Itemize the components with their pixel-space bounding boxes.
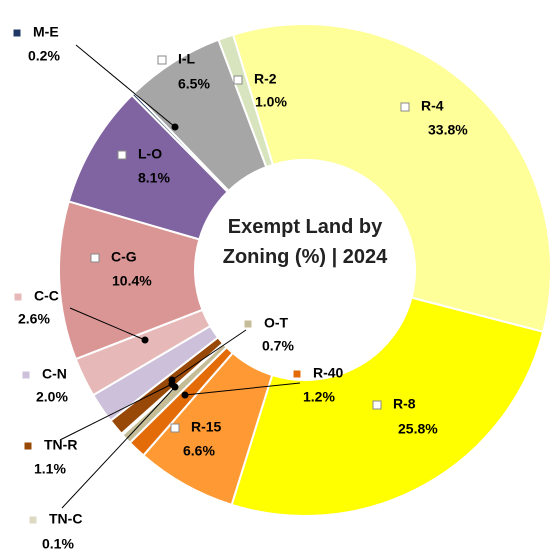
- legend-swatch: [292, 369, 302, 379]
- category-label: L-O: [138, 146, 162, 162]
- value-label: 1.1%: [34, 461, 66, 477]
- value-label: 1.2%: [303, 389, 335, 405]
- legend-swatch: [157, 55, 167, 65]
- legend-swatch: [243, 319, 253, 329]
- category-label: I-L: [178, 51, 196, 67]
- leader-line: [69, 307, 146, 341]
- value-label: 25.8%: [398, 421, 438, 437]
- category-label: R-8: [393, 396, 416, 412]
- legend-swatch: [170, 423, 180, 433]
- category-label: TN-R: [44, 437, 77, 453]
- donut-slice: [217, 33, 275, 169]
- leader-line: [75, 44, 176, 128]
- value-label: 0.7%: [262, 338, 294, 354]
- donut-slice: [230, 296, 545, 517]
- value-label: 8.1%: [138, 170, 170, 186]
- category-label: C-N: [42, 366, 67, 382]
- legend-swatch: [21, 370, 31, 380]
- leader-line: [61, 386, 176, 509]
- legend-swatch: [28, 515, 38, 525]
- category-label: R-2: [254, 71, 277, 87]
- value-label: 2.6%: [18, 311, 50, 327]
- category-label: C-G: [111, 249, 137, 265]
- leader-line: [59, 383, 173, 441]
- leader-dot: [181, 391, 189, 399]
- leader-line: [184, 382, 301, 396]
- value-label: 1.0%: [255, 94, 287, 110]
- category-label: O-T: [264, 315, 289, 331]
- category-label: R-40: [313, 365, 344, 381]
- value-label: 0.1%: [42, 536, 74, 552]
- chart-title: Exempt Land by Zoning (%) | 2024: [222, 216, 388, 268]
- leader-dot: [141, 336, 149, 344]
- donut-slice: [231, 23, 552, 334]
- value-label: 6.6%: [183, 443, 215, 459]
- value-label: 0.2%: [28, 48, 60, 64]
- legend-swatch: [233, 75, 243, 85]
- legend-swatch: [90, 253, 100, 263]
- category-label: C-C: [34, 288, 59, 304]
- leader-dot: [171, 123, 179, 131]
- value-label: 2.0%: [36, 389, 68, 405]
- legend-swatch: [23, 441, 33, 451]
- legend-swatch: [13, 292, 23, 302]
- legend-swatch: [117, 150, 127, 160]
- leader-dot: [168, 380, 176, 388]
- legend-swatch: [12, 28, 22, 38]
- value-label: 10.4%: [112, 273, 152, 289]
- legend-swatch: [400, 102, 410, 112]
- value-label: 33.8%: [428, 122, 468, 138]
- legend-swatch: [372, 400, 382, 410]
- category-label: R-4: [421, 98, 444, 114]
- leader-line: [171, 329, 247, 381]
- category-label: TN-C: [49, 511, 82, 527]
- value-label: 6.5%: [178, 76, 210, 92]
- category-label: M-E: [33, 24, 59, 40]
- category-label: R-15: [191, 419, 222, 435]
